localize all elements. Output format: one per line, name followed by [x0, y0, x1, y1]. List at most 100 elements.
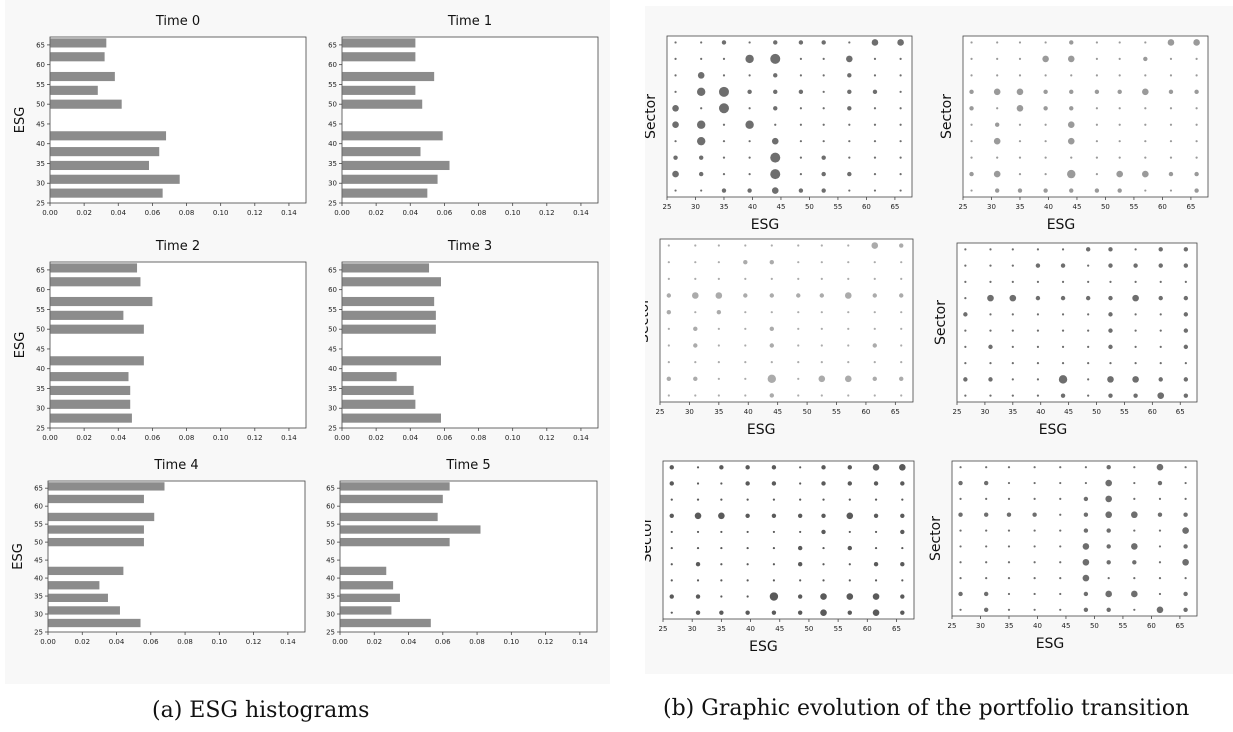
- bubble-point: [1133, 608, 1136, 611]
- x-tick-label: 50: [803, 408, 812, 416]
- histogram-bar: [342, 160, 450, 171]
- x-tick-label: 40: [748, 203, 757, 211]
- bubble-point: [1167, 39, 1175, 46]
- bubble-point: [1033, 577, 1036, 580]
- bubble-point: [1134, 362, 1137, 365]
- histogram-time-4: 25 30 35 40 45 50 55 60 65 0.00 0.02 0.04 0.06 0.08 0.…: [11, 458, 306, 646]
- bubble-point: [847, 545, 852, 551]
- bubble-point: [798, 40, 804, 45]
- bubble-point: [797, 545, 803, 551]
- bubble-point: [873, 481, 879, 486]
- bubble-point: [820, 344, 823, 347]
- bubble-point: [695, 610, 701, 615]
- bubble-point: [996, 107, 999, 110]
- bubble-point: [1032, 512, 1037, 517]
- y-axis-label: Sector: [645, 517, 655, 562]
- bubble-point: [964, 394, 967, 397]
- bubble-point: [1183, 328, 1189, 333]
- bubble-point: [1043, 106, 1048, 111]
- x-tick-label: 0.00: [334, 209, 350, 217]
- bubble-point: [989, 362, 992, 365]
- bubble-point: [900, 361, 903, 364]
- bubble-point: [1168, 89, 1174, 95]
- histogram-bar: [50, 372, 129, 382]
- x-tick-label: 35: [720, 203, 729, 211]
- bubble-point: [1195, 57, 1198, 60]
- bubble-point: [1144, 189, 1147, 192]
- bubble-point: [1184, 497, 1187, 500]
- bubble-point: [1169, 123, 1173, 126]
- bubble-point: [989, 264, 992, 267]
- bubble-chart-6: 25 30 35 40 45 50 55 60 65 ESG Sector: [928, 460, 1198, 652]
- bubble-point: [799, 123, 802, 126]
- bubble-point: [798, 188, 804, 193]
- bubble-point: [694, 244, 697, 247]
- bubble-point: [1083, 512, 1089, 517]
- bubble-point: [672, 121, 679, 129]
- bubble-point: [970, 123, 973, 126]
- bubble-point: [744, 344, 747, 347]
- bubble-point: [1084, 466, 1087, 469]
- bubble-point: [1169, 57, 1173, 60]
- bubble-point: [1157, 480, 1163, 486]
- bubble-point: [1108, 393, 1113, 398]
- bubble-point: [1067, 55, 1075, 63]
- y-tick-label: 25: [36, 200, 45, 208]
- x-tick-label: 25: [656, 408, 665, 416]
- bubble-point: [1085, 295, 1091, 301]
- x-tick-label: 0.10: [213, 434, 229, 442]
- bubble-point: [772, 498, 776, 501]
- x-tick-label: 30: [976, 622, 985, 630]
- y-tick-label: 45: [328, 120, 337, 128]
- histogram-bar: [342, 174, 438, 184]
- bubble-point: [1011, 248, 1014, 251]
- bubble-point: [985, 545, 988, 548]
- bubble-point: [744, 327, 747, 330]
- histogram-time-0: 25 30 35 40 45 50 55 60 65 0.00 0.02 0.04 0.06 0.08 0.…: [13, 14, 307, 217]
- bubble-point: [1132, 294, 1139, 302]
- y-tick-label: 40: [34, 575, 43, 583]
- bubble-point: [1042, 55, 1049, 63]
- bubble-point: [872, 293, 877, 298]
- bubble-point: [871, 242, 879, 249]
- bubble-point: [1044, 123, 1047, 126]
- bubble-point: [771, 481, 777, 486]
- bubble-point: [873, 107, 877, 110]
- bubble-point: [820, 261, 823, 264]
- bubble-point: [1117, 188, 1122, 193]
- bubble-point: [822, 563, 825, 566]
- bubble-point: [694, 277, 697, 280]
- y-tick-label: 65: [36, 266, 45, 274]
- bubble-point: [1107, 376, 1114, 383]
- y-axis-label: Sector: [939, 94, 955, 139]
- bubble-point: [1158, 377, 1163, 382]
- x-tick-label: 0.04: [109, 638, 125, 646]
- histogram-bar: [342, 38, 416, 48]
- bubble-point: [1044, 74, 1047, 77]
- bubble-point: [695, 594, 701, 599]
- bubble-point: [900, 311, 903, 314]
- histogram-bar: [342, 372, 397, 382]
- bubble-point: [964, 345, 967, 348]
- y-tick-label: 60: [328, 61, 337, 69]
- bubble-point: [1117, 89, 1122, 95]
- histogram-bar: [48, 537, 144, 547]
- bubble-point: [847, 465, 852, 470]
- bubble-point: [692, 292, 699, 299]
- y-axis-label: ESG: [13, 332, 28, 359]
- bubble-point: [958, 480, 963, 486]
- bubble-point: [989, 280, 992, 283]
- bubble-point: [720, 482, 723, 485]
- histogram-bar: [50, 324, 144, 334]
- x-tick-label: 0.04: [110, 209, 126, 217]
- histogram-bar: [50, 356, 144, 366]
- bubble-point: [696, 87, 706, 97]
- bubble-point: [822, 123, 825, 126]
- plot-area: [662, 460, 915, 620]
- histogram-bar: [50, 263, 138, 273]
- bubble-point: [799, 466, 802, 469]
- y-tick-label: 50: [36, 101, 45, 109]
- bubble-point: [773, 89, 778, 95]
- bubble-point: [696, 482, 700, 485]
- bubble-point: [1133, 529, 1136, 532]
